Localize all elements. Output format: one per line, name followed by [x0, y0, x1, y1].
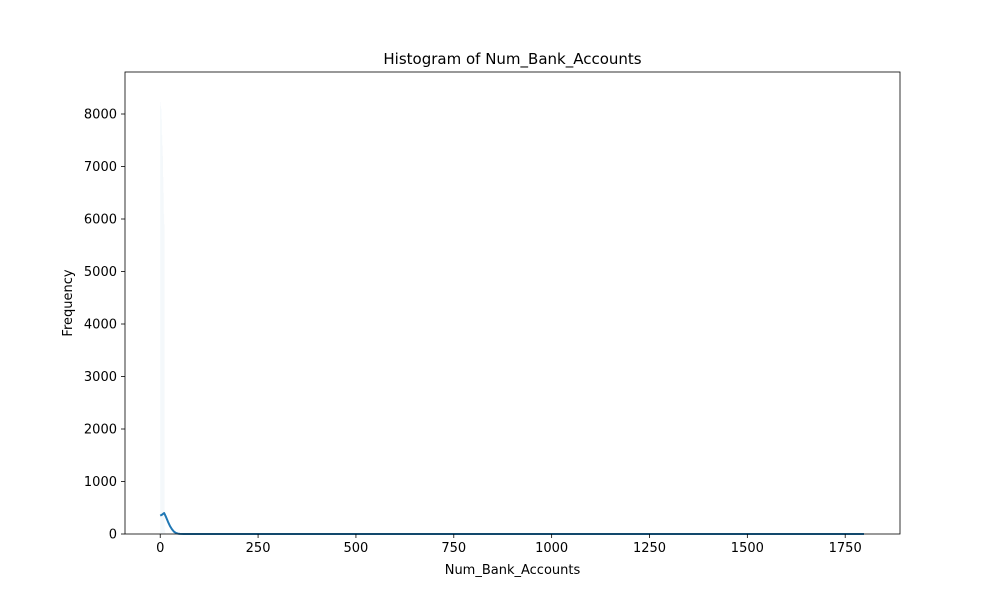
x-tick-label: 1000 [535, 541, 568, 556]
y-tick-label: 1000 [84, 475, 117, 490]
y-axis-label: Frequency [61, 269, 76, 336]
x-tick-label: 0 [156, 541, 164, 556]
x-tick-label: 500 [344, 541, 369, 556]
y-tick-label: 4000 [84, 318, 117, 333]
plot-frame [124, 71, 901, 535]
x-axis-label: Num_Bank_Accounts [445, 563, 581, 578]
y-axis: 0 1000 2000 3000 4000 5000 6000 7000 8000 [84, 108, 125, 543]
y-tick-label: 6000 [84, 213, 117, 228]
y-tick-label: 2000 [84, 423, 117, 438]
y-tick-label: 8000 [84, 108, 117, 123]
chart-title: Histogram of Num_Bank_Accounts [383, 50, 641, 69]
x-tick-label: 1500 [731, 541, 764, 556]
y-tick-label: 5000 [84, 265, 117, 280]
x-tick-label: 1750 [829, 541, 862, 556]
x-axis: 0 250 500 750 1000 1250 1500 1750 [156, 534, 862, 556]
x-tick-label: 250 [246, 541, 271, 556]
y-tick-label: 0 [109, 528, 117, 543]
x-tick-label: 750 [441, 541, 466, 556]
y-tick-label: 3000 [84, 370, 117, 385]
histogram-bars [160, 101, 166, 535]
y-tick-label: 7000 [84, 160, 117, 175]
x-tick-label: 1250 [633, 541, 666, 556]
